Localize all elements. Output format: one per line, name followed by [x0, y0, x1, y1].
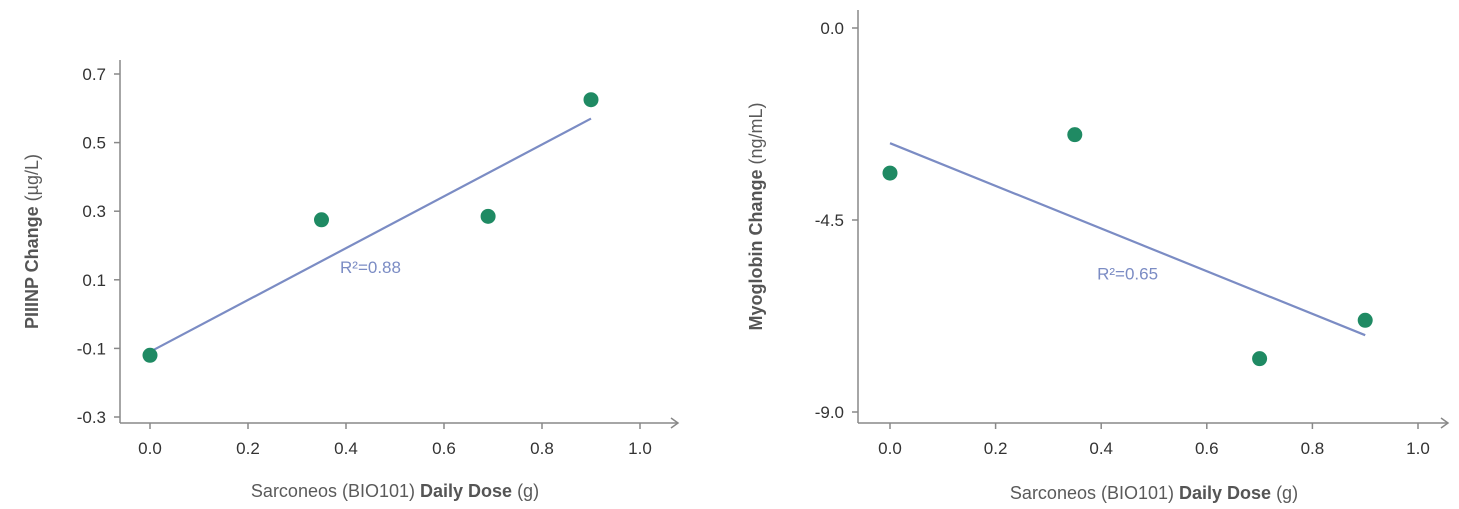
x-tick-label: 0.0 [138, 439, 162, 458]
y-tick-label: -0.1 [77, 339, 106, 358]
x-axis-title-part: (g) [512, 481, 539, 501]
x-tick-label: 0.4 [334, 439, 358, 458]
trend-line [149, 117, 592, 353]
y-tick-label: 0.3 [82, 202, 106, 221]
x-tick-label: 0.0 [878, 439, 902, 458]
data-point [1252, 351, 1268, 367]
y-tick-label: 0.0 [820, 19, 844, 38]
x-axis-title-part: Sarconeos (BIO101) [251, 481, 420, 501]
y-axis-title-part: (ng/mL) [746, 102, 766, 169]
x-axis-arrow-icon [670, 417, 680, 429]
y-axis-title: PIIINP Change (µg/L) [22, 154, 42, 329]
y-axis-title-part: Myoglobin Change [746, 170, 766, 331]
y-tick-label: -9.0 [815, 403, 844, 422]
data-point [882, 165, 898, 181]
y-tick-label: 0.7 [82, 65, 106, 84]
r-squared-label: R²=0.65 [1097, 265, 1158, 284]
y-axis-title: Myoglobin Change (ng/mL) [746, 102, 766, 330]
x-axis-arrow-icon [1440, 417, 1450, 429]
y-axis-title-part: (µg/L) [22, 154, 42, 206]
x-tick-label: 0.2 [236, 439, 260, 458]
y-tick-label: 0.5 [82, 134, 106, 153]
data-point [1067, 127, 1083, 143]
y-tick-label: -4.5 [815, 211, 844, 230]
data-point [583, 92, 599, 108]
x-tick-label: 0.2 [984, 439, 1008, 458]
chart-2: -9.0 -4.5 0.0 0.0 0.2 0.4 0.6 0.8 1.0 R²=0.65 Sarc… [746, 10, 1450, 503]
x-tick-label: 0.8 [530, 439, 554, 458]
data-point [480, 208, 496, 224]
y-tick-label: -0.3 [77, 408, 106, 427]
y-tick-label: 0.1 [82, 271, 106, 290]
trend-line [889, 142, 1366, 337]
x-axis-title: Sarconeos (BIO101) Daily Dose (g) [1010, 483, 1298, 503]
chart-1: -0.3 -0.1 0.1 0.3 0.5 0.7 0.0 0.2 0.4 0.6 0.8 1.0 R²… [22, 60, 680, 501]
x-tick-label: 1.0 [628, 439, 652, 458]
x-axis-title-part: Daily Dose [420, 481, 512, 501]
x-axis-title-part: Sarconeos (BIO101) [1010, 483, 1179, 503]
x-axis-title: Sarconeos (BIO101) Daily Dose (g) [251, 481, 539, 501]
y-axis-title-part: PIIINP Change [22, 206, 42, 329]
x-axis-title-part: Daily Dose [1179, 483, 1271, 503]
x-tick-label: 0.8 [1301, 439, 1325, 458]
r-squared-label: R²=0.88 [340, 258, 401, 277]
x-tick-label: 0.6 [432, 439, 456, 458]
x-tick-label: 0.6 [1195, 439, 1219, 458]
data-point [1357, 312, 1373, 328]
data-point [314, 212, 329, 228]
x-axis-title-part: (g) [1271, 483, 1298, 503]
x-tick-label: 0.4 [1089, 439, 1113, 458]
x-tick-label: 1.0 [1406, 439, 1430, 458]
data-point [142, 347, 158, 363]
